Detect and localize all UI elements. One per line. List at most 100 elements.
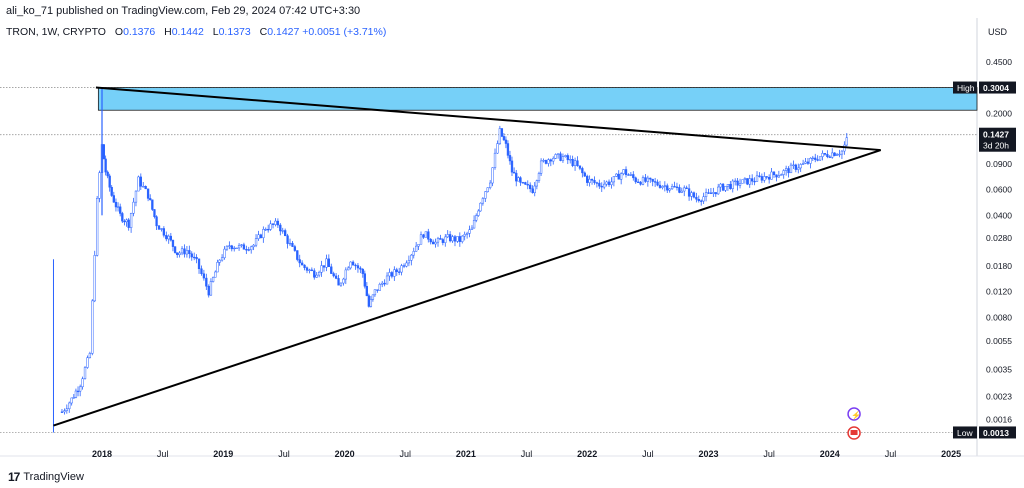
candle-body <box>792 164 795 166</box>
candle-body <box>605 181 608 185</box>
candle-body <box>556 153 560 155</box>
y-tick-label: 0.4500 <box>986 57 1012 67</box>
high-marker-label: High <box>957 83 975 93</box>
candle-body <box>468 229 471 234</box>
change-value: +0.0051 (+3.71%) <box>302 26 387 38</box>
candle-body <box>620 173 623 180</box>
candle-body <box>269 223 272 230</box>
candle-body <box>624 169 628 175</box>
candle-body <box>155 216 158 227</box>
candle-body <box>235 247 238 250</box>
publish-header: ali_ko_71 published on TradingView.com, … <box>6 5 361 17</box>
candle-body <box>581 168 584 174</box>
candle-body <box>209 281 213 296</box>
candle-body <box>704 192 708 197</box>
candle-body <box>510 160 514 173</box>
candle-body <box>784 168 788 171</box>
candle-body <box>267 228 270 231</box>
candle-body <box>363 273 366 287</box>
candle-body <box>218 259 221 263</box>
candle-body <box>171 239 175 247</box>
candle-body <box>129 212 133 228</box>
candle-body <box>429 239 432 243</box>
candle-body <box>407 260 411 264</box>
candle-body <box>649 177 652 180</box>
candle-body <box>537 173 541 181</box>
candle-body <box>506 143 510 156</box>
low-value: 0.1373 <box>218 26 251 38</box>
candle-body <box>765 176 768 178</box>
candle-body <box>337 278 340 286</box>
candle-body <box>424 231 428 238</box>
candle-body <box>252 244 255 248</box>
candle-body <box>617 173 620 180</box>
candle-body <box>576 160 579 167</box>
candle-body <box>644 177 647 182</box>
candle-body <box>332 273 335 277</box>
candle-body <box>383 282 386 285</box>
candle-body <box>486 187 489 192</box>
candle-body <box>315 274 318 278</box>
candle-body <box>303 264 306 268</box>
currency-label: USD <box>988 27 1008 37</box>
candle-body <box>675 186 679 188</box>
candle-body <box>461 235 464 242</box>
candle-body <box>300 262 304 266</box>
candle-body <box>65 408 68 411</box>
candle-body <box>641 177 645 185</box>
candle-body <box>347 267 350 271</box>
candle-body <box>615 173 618 177</box>
candle-body <box>259 234 263 239</box>
candle-body <box>504 139 508 144</box>
candle-body <box>146 188 150 199</box>
candle-body <box>104 158 107 173</box>
y-tick-label: 0.0035 <box>986 365 1012 375</box>
candle-body <box>134 190 138 203</box>
candle-body <box>205 277 208 287</box>
candle-body <box>388 272 391 277</box>
candle-body <box>79 386 82 392</box>
candle-body <box>707 192 710 194</box>
candle-body <box>559 153 562 161</box>
last-price-bg <box>979 127 1016 152</box>
candle-body <box>293 246 297 251</box>
candle-body <box>395 269 398 273</box>
candle-body <box>151 199 154 210</box>
candle-body <box>264 228 267 231</box>
candle-body <box>673 186 676 188</box>
x-tick-label: 2018 <box>92 449 112 459</box>
candle-body <box>228 245 231 247</box>
candle-body <box>200 268 203 274</box>
candle-body <box>153 209 156 217</box>
candle-body <box>119 206 122 214</box>
candle-body <box>521 182 525 184</box>
candle-body <box>787 168 790 174</box>
candle-body <box>578 165 582 169</box>
candle-body <box>475 215 478 221</box>
candle-body <box>828 156 831 158</box>
candle-body <box>801 163 805 165</box>
candle-body <box>390 272 394 277</box>
candle-body <box>405 262 408 267</box>
candle-body <box>417 244 420 247</box>
candle-body <box>225 245 229 250</box>
candle-body <box>477 210 480 216</box>
candle-body <box>291 242 294 247</box>
candle-body <box>721 183 725 191</box>
candle-body <box>448 234 452 242</box>
candle-body <box>415 245 418 252</box>
candle-body <box>845 137 848 146</box>
candle-body <box>653 181 657 183</box>
candle-body <box>658 184 662 188</box>
low-marker-label: Low <box>957 428 973 438</box>
candle-body <box>531 188 534 194</box>
candle-body <box>717 186 720 195</box>
candle-body <box>726 184 730 187</box>
candle-body <box>369 299 373 307</box>
candle-body <box>775 174 778 178</box>
candle-body <box>298 259 301 264</box>
candle-body <box>526 184 529 186</box>
candle-body <box>714 192 717 195</box>
candle-body <box>165 235 168 240</box>
